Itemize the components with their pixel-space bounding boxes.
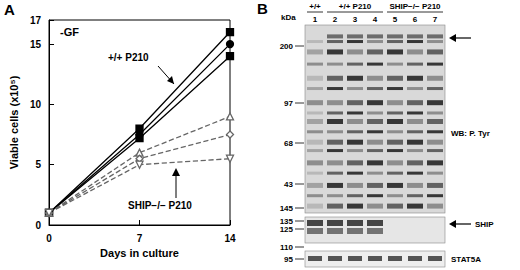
svg-text:145: 145 (280, 204, 294, 213)
svg-text:110: 110 (280, 243, 293, 252)
svg-text:STAT5A: STAT5A (451, 255, 481, 264)
svg-text:7: 7 (433, 15, 438, 24)
svg-text:68: 68 (284, 139, 293, 148)
svg-text:125: 125 (280, 225, 294, 234)
svg-text:15: 15 (30, 39, 42, 50)
svg-text:0: 0 (35, 220, 41, 231)
svg-text:7: 7 (137, 233, 143, 244)
svg-text:-GF: -GF (60, 26, 79, 38)
svg-text:95: 95 (284, 255, 293, 264)
svg-text:SHIP−/− P210: SHIP−/− P210 (128, 200, 192, 211)
svg-text:SHIP: SHIP (475, 220, 494, 229)
svg-text:97: 97 (284, 99, 293, 108)
svg-text:0: 0 (46, 233, 52, 244)
svg-text:14: 14 (224, 233, 236, 244)
svg-text:43: 43 (284, 180, 293, 189)
svg-text:135: 135 (279, 217, 293, 226)
svg-text:SHIP−/− P210: SHIP−/− P210 (389, 2, 441, 11)
svg-text:+/+ P210: +/+ P210 (339, 2, 372, 11)
svg-text:kDa: kDa (281, 13, 296, 22)
svg-text:5: 5 (35, 159, 41, 170)
svg-text:2: 2 (333, 15, 338, 24)
svg-text:17: 17 (30, 15, 42, 26)
svg-text:6: 6 (413, 15, 418, 24)
svg-text:A: A (4, 1, 15, 18)
svg-text:10: 10 (30, 99, 42, 110)
svg-text:+/+: +/+ (309, 2, 321, 11)
svg-text:1: 1 (313, 15, 318, 24)
svg-text:B: B (257, 0, 268, 17)
svg-text:200: 200 (280, 42, 294, 51)
svg-text:Viable cells (x10⁵): Viable cells (x10⁵) (8, 75, 20, 169)
svg-text:+/+ P210: +/+ P210 (108, 52, 149, 63)
svg-text:3: 3 (353, 15, 358, 24)
svg-text:4: 4 (373, 15, 378, 24)
svg-text:5: 5 (393, 15, 398, 24)
svg-text:Days in culture: Days in culture (100, 247, 179, 259)
svg-text:WB: P. Tyr: WB: P. Tyr (451, 129, 490, 138)
